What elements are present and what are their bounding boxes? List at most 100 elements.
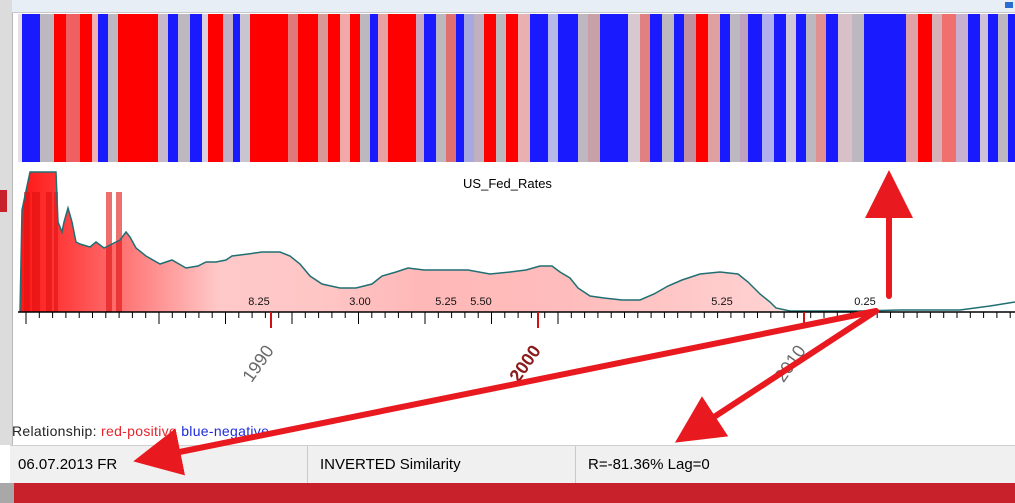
rate-label: 5.25 xyxy=(435,296,456,308)
heatmap-stripe xyxy=(328,14,340,162)
rate-spike xyxy=(46,192,52,312)
heatmap-stripe xyxy=(208,14,223,162)
heatmap-stripe xyxy=(223,14,233,162)
heatmap-stripe xyxy=(168,14,178,162)
heatmap-stripe xyxy=(740,14,748,162)
heatmap-stripe xyxy=(92,14,98,162)
rate-spike xyxy=(106,192,112,312)
heatmap-stripe xyxy=(80,14,92,162)
heatmap-stripe xyxy=(932,14,942,162)
heatmap-stripe xyxy=(852,14,864,162)
heatmap-svg xyxy=(18,14,1015,162)
heatmap-stripe xyxy=(474,14,484,162)
heatmap-stripe xyxy=(54,14,66,162)
status-stats: R=-81.36% Lag=0 xyxy=(588,456,710,473)
year-label: 2010 xyxy=(770,341,809,385)
heatmap-stripe xyxy=(730,14,740,162)
heatmap-stripe xyxy=(614,14,628,162)
top-toolbar-strip xyxy=(12,0,1015,13)
heatmap-stripe xyxy=(998,14,1008,162)
heatmap-stripe xyxy=(684,14,696,162)
heatmap-stripe xyxy=(130,14,158,162)
heatmap-stripe xyxy=(378,14,388,162)
heatmap-stripe xyxy=(796,14,806,162)
year-label: 1990 xyxy=(238,341,277,385)
heatmap-stripe xyxy=(696,14,708,162)
rate-chart-svg: 8.25 3.00 5.25 5.50 5.25 0.25 1990 2000 2010 xyxy=(18,171,1015,386)
heatmap-stripe xyxy=(640,14,650,162)
heatmap-stripe xyxy=(436,14,446,162)
heatmap-stripe xyxy=(250,14,264,162)
corner-icon[interactable] xyxy=(1005,2,1013,8)
heatmap-stripe xyxy=(264,14,288,162)
bottom-strip xyxy=(0,483,1015,503)
heatmap-stripe xyxy=(66,14,80,162)
rate-spike xyxy=(116,192,122,312)
heatmap-stripe xyxy=(816,14,826,162)
heatmap-stripe xyxy=(720,14,730,162)
heatmap-stripe xyxy=(762,14,774,162)
heatmap-stripe xyxy=(628,14,640,162)
heatmap-stripe xyxy=(1008,14,1015,162)
heatmap-stripe xyxy=(748,14,762,162)
chart-title: US_Fed_Rates xyxy=(463,176,552,191)
heatmap-stripe xyxy=(968,14,980,162)
heatmap-stripe xyxy=(22,14,40,162)
rate-label: 5.50 xyxy=(470,296,491,308)
heatmap-stripe xyxy=(446,14,456,162)
heatmap-stripe xyxy=(464,14,474,162)
heatmap-stripe xyxy=(650,14,662,162)
heatmap-stripe xyxy=(350,14,360,162)
heatmap-stripe xyxy=(942,14,956,162)
heatmap-stripe xyxy=(864,14,878,162)
heatmap-stripe xyxy=(288,14,298,162)
heatmap-stripe xyxy=(988,14,998,162)
heatmap-stripe xyxy=(416,14,424,162)
status-date: 06.07.2013 FR xyxy=(10,446,308,484)
rate-spike xyxy=(32,192,40,312)
heatmap-stripe xyxy=(838,14,852,162)
heatmap-stripe xyxy=(240,14,250,162)
heatmap-stripe xyxy=(918,14,932,162)
heatmap-stripe xyxy=(826,14,838,162)
heatmap-stripe xyxy=(370,14,378,162)
heatmap-stripe xyxy=(456,14,464,162)
heatmap-stripe xyxy=(40,14,54,162)
heatmap-stripe xyxy=(806,14,816,162)
heatmap-stripe xyxy=(518,14,530,162)
correlation-heatmap xyxy=(18,14,1015,162)
heatmap-stripe xyxy=(190,14,202,162)
heatmap-stripe xyxy=(388,14,416,162)
heatmap-stripe xyxy=(588,14,600,162)
heatmap-stripe xyxy=(158,14,168,162)
heatmap-stripe xyxy=(18,14,22,162)
heatmap-stripe xyxy=(530,14,548,162)
heatmap-stripe xyxy=(774,14,786,162)
heatmap-stripe xyxy=(708,14,720,162)
heatmap-stripe xyxy=(98,14,108,162)
heatmap-stripe xyxy=(980,14,988,162)
status-mode: INVERTED Similarity xyxy=(308,446,576,484)
bottom-strip-left xyxy=(0,483,14,503)
heatmap-stripe xyxy=(674,14,684,162)
heatmap-stripe xyxy=(360,14,370,162)
rate-label: 0.25 xyxy=(854,296,875,308)
rate-label: 5.25 xyxy=(711,296,732,308)
heatmap-stripe xyxy=(906,14,918,162)
heatmap-stripe xyxy=(298,14,318,162)
heatmap-stripe xyxy=(178,14,190,162)
rate-spike xyxy=(54,192,58,312)
rate-label: 8.25 xyxy=(248,296,269,308)
rate-spike xyxy=(24,192,30,312)
heatmap-stripe xyxy=(424,14,436,162)
heatmap-stripe xyxy=(496,14,506,162)
left-marker xyxy=(0,190,7,212)
heatmap-stripe xyxy=(956,14,968,162)
heatmap-stripe xyxy=(484,14,496,162)
heatmap-stripe xyxy=(878,14,906,162)
status-bar: 06.07.2013 FR INVERTED Similarity R=-81.… xyxy=(10,445,1015,484)
left-panel-edge xyxy=(0,0,13,445)
heatmap-stripe xyxy=(600,14,614,162)
legend-positive: red-positive xyxy=(101,423,178,439)
heatmap-stripe xyxy=(786,14,796,162)
